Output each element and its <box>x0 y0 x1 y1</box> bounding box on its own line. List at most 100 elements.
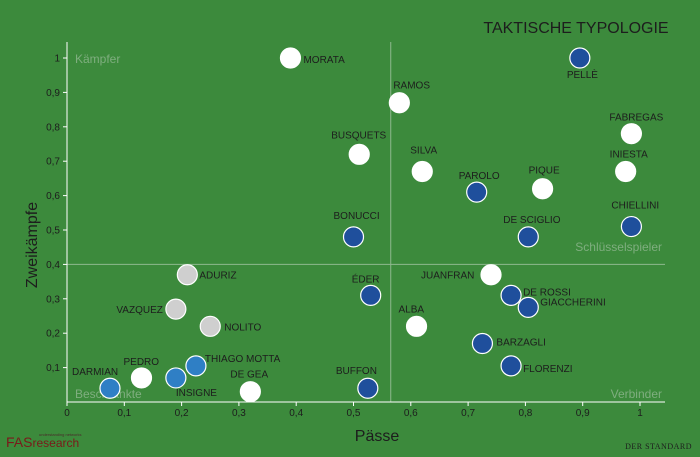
data-label: ADURIZ <box>199 271 236 282</box>
player-insigne: INSIGNE <box>165 367 217 399</box>
player-de-rossi: DE ROSSI <box>500 284 571 306</box>
fas-research-logo: FASresearch understanding networks <box>6 432 82 452</box>
data-label: PAROLO <box>459 171 500 182</box>
player-alba: ALBA <box>399 304 428 337</box>
publisher-logo: DER STANDARD <box>625 442 692 451</box>
data-label: GIACCHERINI <box>540 297 606 308</box>
player-florenzi: FLORENZI <box>500 355 573 377</box>
data-label: FABREGAS <box>609 113 663 124</box>
player-pelle: PELLÈ <box>567 47 598 81</box>
x-tick-label: 0,9 <box>576 408 590 419</box>
data-point <box>279 47 302 69</box>
data-label: JUANFRAN <box>421 271 474 282</box>
data-label: CHIELLINI <box>611 201 659 212</box>
data-label: PELLÈ <box>567 68 598 81</box>
data-point <box>185 355 207 377</box>
player-vazquez: VAZQUEZ <box>116 298 187 320</box>
data-label: NOLITO <box>224 322 261 333</box>
player-juanfran: JUANFRAN <box>421 264 502 286</box>
player-bonucci: BONUCCI <box>334 211 380 248</box>
data-point <box>466 181 488 203</box>
data-point <box>99 377 121 399</box>
logo-main: FAS <box>6 434 33 450</box>
data-point <box>130 367 153 389</box>
player-giaccherini: GIACCHERINI <box>517 296 606 318</box>
player-iniesta: INIESTA <box>610 150 648 183</box>
y-axis-label: Zweikämpfe <box>24 202 41 288</box>
data-point <box>500 284 522 306</box>
data-label: DE GEA <box>230 370 268 381</box>
data-point <box>388 92 410 114</box>
data-point <box>500 355 522 377</box>
y-tick-label: 0,5 <box>46 226 60 237</box>
y-tick-label: 0,7 <box>46 157 60 168</box>
player-chiellini: CHIELLINI <box>611 201 659 238</box>
player-de-sciglio: DE SCIGLIO <box>503 215 561 248</box>
y-tick-label: 0,4 <box>46 260 60 271</box>
data-label: DE SCIGLIO <box>503 215 560 226</box>
data-label: ALBA <box>399 304 425 315</box>
data-point <box>165 367 187 389</box>
data-point <box>176 264 198 286</box>
player-aduriz: ADURIZ <box>176 264 237 286</box>
y-tick-label: 0,1 <box>46 363 60 374</box>
x-tick-label: 0 <box>64 408 70 419</box>
player-parolo: PAROLO <box>459 171 500 203</box>
data-point <box>615 160 637 183</box>
data-label: RAMOS <box>393 81 430 92</box>
player-buffon: BUFFON <box>336 366 379 399</box>
x-tick-label: 0,7 <box>461 408 475 419</box>
data-label: THIAGO MOTTA <box>205 354 281 365</box>
data-point <box>357 377 379 399</box>
data-label: BARZAGLI <box>496 338 545 349</box>
data-label: BUFFON <box>336 366 377 377</box>
player-busquets: BUSQUETS <box>331 130 387 165</box>
data-point <box>199 315 221 337</box>
y-tick-label: 0,8 <box>46 122 60 133</box>
player-thiago-motta: THIAGO MOTTA <box>185 354 281 377</box>
player-silva: SILVA <box>410 146 437 183</box>
data-point <box>360 284 382 306</box>
data-point <box>620 215 643 238</box>
x-tick-label: 0,1 <box>117 408 131 419</box>
player-nolito: NOLITO <box>199 315 262 337</box>
data-point <box>471 332 494 355</box>
x-tick-label: 0,8 <box>518 408 532 419</box>
x-tick-label: 0,4 <box>289 408 303 419</box>
player-darmian: DARMIAN <box>72 367 121 399</box>
y-tick-label: 0,6 <box>46 191 60 202</box>
data-point <box>517 296 539 318</box>
data-label: DARMIAN <box>72 367 118 378</box>
logo-sub: research <box>32 436 80 450</box>
x-tick-label: 0,3 <box>232 408 246 419</box>
logo-tagline: understanding networks <box>39 432 82 437</box>
chart-title: TAKTISCHE TYPOLOGIE <box>483 20 669 37</box>
player-morata: MORATA <box>279 47 345 69</box>
data-label: PIQUE <box>529 166 560 177</box>
data-point <box>348 143 370 165</box>
player-pique: PIQUE <box>529 166 560 200</box>
data-point <box>342 226 365 248</box>
data-label: FLORENZI <box>523 364 572 375</box>
data-label: BUSQUETS <box>331 130 386 141</box>
player-ramos: RAMOS <box>388 81 430 114</box>
data-point <box>569 47 591 69</box>
y-tick-label: 0,3 <box>46 294 60 305</box>
y-tick-label: 0,2 <box>46 329 60 340</box>
data-point <box>405 315 428 337</box>
player-barzagli: BARZAGLI <box>471 332 546 355</box>
quadrant-label-bottom-right: Verbinder <box>611 387 662 401</box>
x-tick-label: 0,2 <box>175 408 189 419</box>
data-label: INIESTA <box>610 150 648 161</box>
x-tick-label: 0,5 <box>347 408 361 419</box>
data-label: PEDRO <box>123 357 159 368</box>
x-tick-label: 1 <box>637 408 643 419</box>
data-label: SILVA <box>410 146 437 157</box>
data-point <box>411 160 433 183</box>
data-label: INSIGNE <box>176 388 217 399</box>
player-de-gea: DE GEA <box>230 370 268 403</box>
y-tick-label: 1 <box>54 54 60 65</box>
player-pedro: PEDRO <box>123 357 159 389</box>
